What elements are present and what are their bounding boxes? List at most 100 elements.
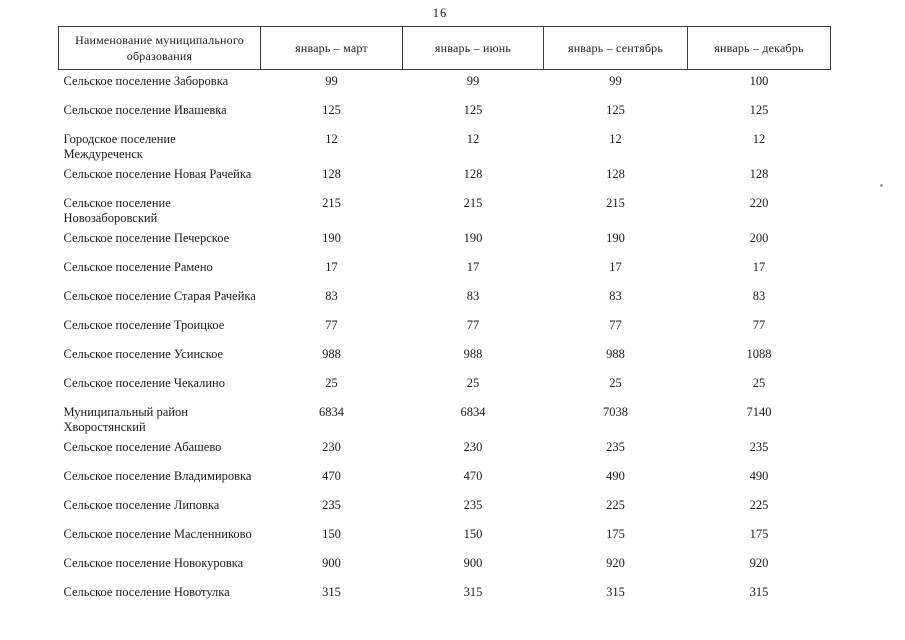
page-number: 16 <box>432 6 448 20</box>
table-row: Сельское поселение Новотулка 315 315 315 315 <box>59 581 831 610</box>
period-value-cell: 190 <box>322 231 341 245</box>
table-row: Муниципальный район Хворостянский 6834 683… <box>59 401 831 436</box>
period-value-cell: 190 <box>463 231 483 245</box>
period-value-cell: 17 <box>466 260 480 274</box>
municipality-name-cell: Сельское поселение Рамено <box>63 260 213 274</box>
period-value-cell: 988 <box>322 347 341 361</box>
period-value-cell: 99 <box>609 74 622 88</box>
period-value-cell: 215 <box>606 196 625 210</box>
period-value-cell: 83 <box>752 289 766 303</box>
header-period-jan-dec: январь – декабрь <box>687 26 831 70</box>
period-value-cell: 12 <box>466 132 480 146</box>
period-value-cell: 235 <box>322 498 341 512</box>
period-value-cell: 6834 <box>319 405 344 419</box>
table-row: Сельское поселение Ивашевка 125 125 125 125 <box>59 99 831 128</box>
period-value-cell: 128 <box>322 167 341 181</box>
period-value-cell: 125 <box>749 103 769 117</box>
table-body: Сельское поселение Заборовка 99 99 99 100 Сел… <box>59 70 831 611</box>
period-value-cell: 900 <box>463 556 483 570</box>
period-value-cell: 17 <box>609 260 622 274</box>
period-value-cell: 215 <box>322 196 341 210</box>
period-value-cell: 83 <box>609 289 622 303</box>
period-value-cell: 175 <box>749 527 769 541</box>
period-value-cell: 25 <box>325 376 338 390</box>
period-value-cell: 230 <box>463 440 483 454</box>
period-value-cell: 230 <box>322 440 341 454</box>
period-value-cell: 128 <box>606 167 625 181</box>
municipality-name-cell: Сельское поселение Масленниково <box>63 527 252 541</box>
period-value-cell: 12 <box>325 132 338 146</box>
period-value-cell: 125 <box>606 103 625 117</box>
municipality-name-cell: Сельское поселение Абашево <box>63 440 222 454</box>
municipality-name-cell: Сельское поселение Чекалино <box>63 376 225 390</box>
period-value-cell: 315 <box>606 585 625 599</box>
period-value-cell: 920 <box>606 556 625 570</box>
period-value-cell: 150 <box>322 527 341 541</box>
municipality-name-cell: Муниципальный район Хворостянский <box>63 405 188 434</box>
period-value-cell: 225 <box>749 498 769 512</box>
period-value-cell: 175 <box>606 527 625 541</box>
header-period-jan-sep: январь – сентябрь <box>543 26 688 70</box>
municipality-name-cell: Сельское поселение Печерское <box>63 231 230 245</box>
header-period-jan-jun: январь – июнь <box>402 26 544 70</box>
period-value-cell: 128 <box>463 167 483 181</box>
municipality-name-cell: Сельское поселение Владимировка <box>63 469 252 483</box>
period-value-cell: 150 <box>463 527 483 541</box>
period-value-cell: 190 <box>606 231 625 245</box>
municipality-name-cell: Сельское поселение Новотулка <box>63 585 230 599</box>
period-value-cell: 77 <box>466 318 480 332</box>
table-row: Сельское поселение Масленниково 150 150 175… <box>59 523 831 552</box>
municipality-name-cell: Сельское поселение Новая Рачейка <box>63 167 252 181</box>
table-row: Городское поселение Междуреченск 12 12 12 12 <box>59 128 831 163</box>
table-header-row: Наименование муниципального образования … <box>58 26 831 70</box>
period-value-cell: 77 <box>752 318 766 332</box>
scan-speck <box>880 184 883 187</box>
period-value-cell: 315 <box>322 585 341 599</box>
period-value-cell: 125 <box>463 103 483 117</box>
period-value-cell: 25 <box>752 376 766 390</box>
header-period-jan-mar: январь – март <box>260 26 403 70</box>
period-value-cell: 1088 <box>746 347 772 361</box>
period-value-cell: 7038 <box>603 405 628 419</box>
period-value-cell: 220 <box>749 196 769 210</box>
period-value-cell: 470 <box>322 469 341 483</box>
period-value-cell: 200 <box>749 231 769 245</box>
table-row: Сельское поселение Чекалино 25 25 25 25 <box>59 372 831 401</box>
period-value-cell: 25 <box>466 376 480 390</box>
table-row: Сельское поселение Печерское 190 190 190 200 <box>59 227 831 256</box>
period-value-cell: 7140 <box>746 405 772 419</box>
period-value-cell: 988 <box>463 347 483 361</box>
municipality-name-cell: Сельское поселение Старая Рачейка <box>63 289 256 303</box>
municipality-name-cell: Сельское поселение Троицкое <box>63 318 225 332</box>
table-row: Сельское поселение Заборовка 99 99 99 100 <box>59 70 831 100</box>
period-value-cell: 6834 <box>460 405 486 419</box>
table-row: Сельское поселение Новая Рачейка 128 128 12… <box>59 163 831 192</box>
period-value-cell: 25 <box>609 376 622 390</box>
period-value-cell: 17 <box>325 260 338 274</box>
period-value-cell: 490 <box>749 469 769 483</box>
period-value-cell: 100 <box>749 74 769 88</box>
period-value-cell: 235 <box>749 440 769 454</box>
table-row: Сельское поселение Троицкое 77 77 77 77 <box>59 314 831 343</box>
period-value-cell: 17 <box>752 260 766 274</box>
period-value-cell: 490 <box>606 469 625 483</box>
table-row: Сельское поселение Абашево 230 230 235 235 <box>59 436 831 465</box>
municipality-name-cell: Сельское поселение Усинское <box>63 347 224 361</box>
period-value-cell: 77 <box>325 318 338 332</box>
period-value-cell: 12 <box>752 132 766 146</box>
period-value-cell: 99 <box>325 74 338 88</box>
period-value-cell: 12 <box>609 132 622 146</box>
period-value-cell: 470 <box>463 469 483 483</box>
municipality-name-cell: Сельское поселение Ивашевка <box>63 103 227 117</box>
municipality-name-cell: Сельское поселение Новокуровка <box>63 556 244 570</box>
period-value-cell: 988 <box>606 347 625 361</box>
municipality-name-cell: Городское поселение Междуреченск <box>63 132 176 161</box>
period-value-cell: 128 <box>749 167 769 181</box>
period-value-cell: 83 <box>325 289 338 303</box>
period-value-cell: 315 <box>749 585 769 599</box>
table-row: Сельское поселение Новокуровка 900 900 920 9… <box>59 552 831 581</box>
period-value-cell: 99 <box>466 74 480 88</box>
municipality-name-cell: Сельское поселение Заборовка <box>63 74 229 88</box>
period-value-cell: 83 <box>466 289 480 303</box>
period-value-cell: 900 <box>322 556 341 570</box>
